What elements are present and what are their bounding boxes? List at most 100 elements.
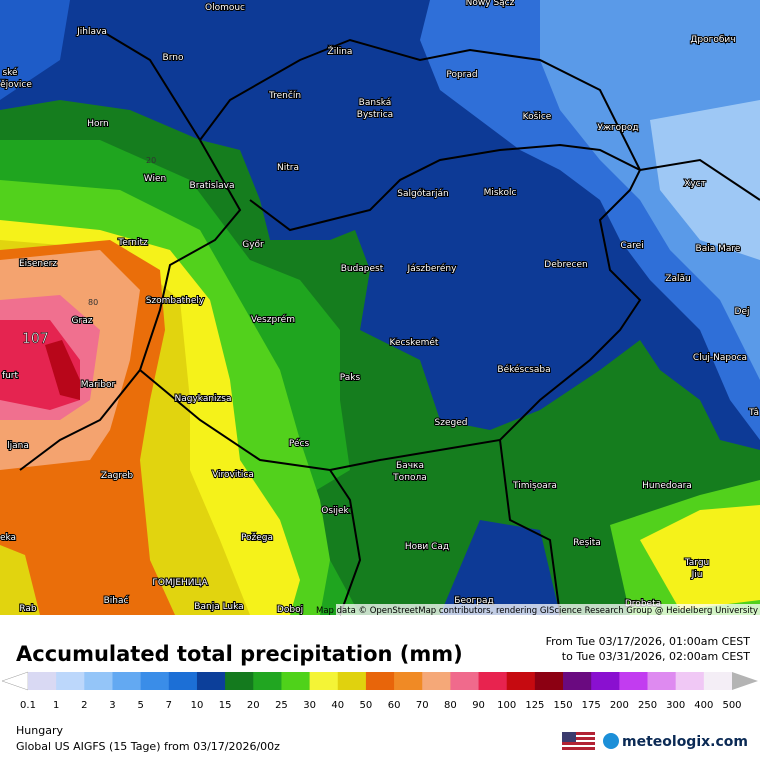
legend-tick-label: 3	[109, 700, 115, 711]
place-label: Brno	[163, 53, 184, 63]
place-label: Zalău	[665, 274, 690, 284]
place-label: Salgótarján	[397, 188, 448, 199]
place-label: Budapest	[341, 264, 384, 274]
place-label: Osijek	[321, 506, 349, 516]
color-box	[84, 672, 113, 690]
color-box	[225, 672, 254, 690]
brand: meteologix.com	[622, 734, 748, 750]
map: 107 20 80 Olomouc Nowy Sącz Jihlava Žilina Д…	[0, 0, 760, 616]
place-label: Veszprém	[251, 314, 295, 325]
place-label: Doboj	[277, 605, 303, 615]
color-box	[563, 672, 592, 690]
color-box	[506, 672, 536, 690]
legend-tick-label: 20	[247, 700, 260, 711]
place-label: Olomouc	[205, 3, 245, 13]
legend-tick-label: 50	[360, 700, 373, 711]
legend-tick-label: 200	[610, 700, 629, 711]
place-label: Banja Luka	[194, 602, 243, 612]
color-box	[112, 672, 142, 690]
color-box	[675, 672, 705, 690]
legend-tick-label: 90	[472, 700, 485, 711]
place-label: Нови Сад	[405, 542, 449, 552]
place-label: Tâ	[748, 408, 759, 418]
over-arrow	[732, 672, 758, 690]
place-label: Baia Mare	[696, 244, 741, 254]
place-label: Reșita	[573, 538, 601, 548]
legend-tick-label: 150	[553, 700, 572, 711]
place-label: Rab	[19, 604, 37, 614]
place-label: Kecskemét	[390, 337, 439, 348]
place-label: Топола	[392, 473, 427, 483]
color-box	[281, 672, 311, 690]
place-label: Cluj-Napoca	[693, 353, 747, 363]
legend-tick-label: 40	[331, 700, 344, 711]
color-box	[422, 672, 451, 690]
place-label: Pécs	[289, 438, 310, 449]
place-label: Jászberény	[407, 263, 458, 274]
legend-tick-label: 300	[666, 700, 685, 711]
place-label: Žilina	[328, 45, 353, 57]
attribution: Map data © OpenStreetMap contributors, r…	[316, 606, 758, 616]
legend-tick-label: 60	[388, 700, 401, 711]
region: Hungary	[16, 724, 63, 737]
legend-tick-label: 30	[303, 700, 316, 711]
color-box	[450, 672, 480, 690]
title: Accumulated total precipitation (mm)	[16, 642, 463, 666]
color-box	[365, 672, 395, 690]
legend-tick-label: 500	[722, 700, 741, 711]
place-label: Targu	[684, 558, 709, 568]
color-box	[703, 672, 733, 690]
place-label: Jihlava	[76, 27, 107, 37]
contour-label: 20	[146, 156, 156, 165]
date-to: to Tue 03/31/2026, 02:00am CEST	[562, 650, 750, 663]
place-label: Szombathely	[146, 296, 205, 306]
place-label: Győr	[242, 240, 264, 250]
place-label: ějovice	[0, 80, 32, 90]
date-from: From Tue 03/17/2026, 01:00am CEST	[546, 635, 751, 648]
legend-tick-label: 5	[137, 700, 143, 711]
place-label: Хуст	[684, 179, 706, 189]
place-label: Hunedoara	[642, 481, 692, 491]
max-label: 107	[22, 331, 49, 347]
color-box	[140, 672, 170, 690]
legend-tick-label: 125	[525, 700, 544, 711]
legend-tick-label: 7	[166, 700, 172, 711]
model-info: Global US AIGFS (15 Tage) from 03/17/202…	[16, 740, 280, 753]
place-label: Timișoara	[512, 481, 557, 491]
place-label: Graz	[72, 316, 93, 326]
color-box	[394, 672, 423, 690]
place-label: Paks	[340, 373, 361, 383]
legend-tick-label: 10	[191, 700, 204, 711]
place-label: Košice	[523, 111, 552, 122]
place-label: Ужгород	[597, 123, 638, 133]
legend-tick-label: 70	[416, 700, 429, 711]
color-box	[619, 672, 649, 690]
legend-tick-label: 100	[497, 700, 516, 711]
place-label: Jiu	[691, 570, 703, 580]
color-box	[478, 672, 508, 690]
legend-tick-label: 2	[81, 700, 87, 711]
legend-tick-label: 1	[53, 700, 59, 711]
flag	[562, 732, 595, 750]
place-label: Bihać	[104, 595, 129, 606]
place-label: Wien	[144, 174, 166, 184]
place-label: Trenčín	[268, 90, 301, 101]
place-label: Eisenerz	[19, 259, 57, 269]
place-label: Békéscsaba	[497, 364, 550, 375]
legend-tick-label: 175	[582, 700, 601, 711]
place-label: ГОМЈЕНИЦА	[152, 578, 208, 588]
place-label: Carei	[620, 241, 643, 251]
place-label: Bystrica	[357, 110, 393, 120]
place-label: Nitra	[277, 163, 299, 173]
place-label: Nowy Sącz	[466, 0, 515, 8]
place-label: Miskolc	[484, 188, 517, 198]
color-box	[647, 672, 677, 690]
legend-tick-label: 0.1	[20, 700, 36, 711]
legend-tick-label: 400	[694, 700, 713, 711]
place-label: ské	[2, 67, 18, 78]
color-box	[28, 672, 57, 690]
place-label: Ternitz	[117, 238, 148, 248]
place-label: ljana	[7, 441, 29, 451]
place-label: Požega	[241, 533, 273, 543]
